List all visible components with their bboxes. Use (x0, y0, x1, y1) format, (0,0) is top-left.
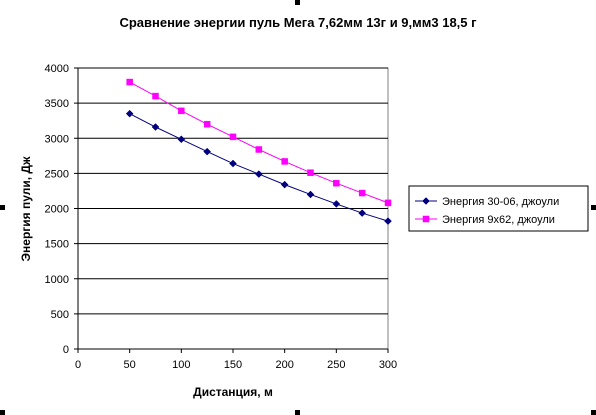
data-point-2 (307, 169, 314, 176)
x-tick-label: 50 (124, 359, 136, 371)
data-point-2 (229, 133, 237, 141)
data-point-2 (333, 179, 340, 187)
data-point-1 (229, 159, 237, 168)
selection-handle-right[interactable] (591, 205, 596, 210)
data-point-2 (255, 146, 263, 153)
y-tick-label: 500 (51, 309, 69, 321)
legend-box (408, 185, 589, 232)
data-point-2 (358, 189, 366, 197)
y-tick-labels: 0 500 1000 1500 2000 2500 3000 3500 4000 (45, 63, 69, 356)
y-tick-label: 1500 (45, 239, 69, 251)
data-point-1 (280, 180, 289, 189)
selection-handle-left[interactable] (0, 205, 5, 210)
y-tick-label: 2500 (45, 168, 69, 180)
data-point-1 (177, 135, 186, 144)
series-1 (125, 109, 392, 225)
x-tick-label: 100 (172, 359, 190, 371)
selection-handle-bottom[interactable] (295, 410, 300, 415)
x-tick-label: 150 (224, 359, 242, 371)
data-point-2 (178, 107, 185, 115)
legend-label-1: Энергия 30-06, джоули (442, 196, 559, 208)
y-axis-label: Энергия пули, Дж (19, 156, 33, 261)
series-2 (126, 78, 392, 207)
x-tick-labels: 0 50 100 150 200 250 300 (75, 359, 397, 371)
data-point-1 (254, 170, 263, 178)
series-layer (125, 78, 392, 225)
axes (74, 67, 389, 353)
data-point-1 (332, 200, 341, 208)
y-tick-label: 0 (63, 344, 69, 356)
y-tick-label: 1000 (45, 274, 69, 286)
data-point-2 (203, 120, 211, 128)
y-tick-label: 4000 (45, 63, 69, 75)
data-point-2 (281, 158, 288, 165)
y-tick-label: 3500 (45, 98, 69, 110)
y-tick-label: 2000 (45, 204, 69, 216)
x-tick-label: 0 (75, 359, 81, 371)
x-tick-label: 250 (327, 359, 345, 371)
data-point-1 (384, 217, 392, 225)
legend: Энергия 30-06, джоули Энергия 9х62, джоул… (408, 185, 589, 232)
x-axis-label: Дистанция, м (193, 385, 273, 399)
data-point-1 (151, 123, 160, 131)
data-point-2 (384, 199, 392, 207)
data-point-1 (358, 209, 367, 217)
selection-handle-bottom-right[interactable] (591, 410, 596, 415)
x-tick-label: 300 (379, 359, 397, 371)
data-point-2 (152, 92, 159, 100)
x-tick-label: 200 (275, 359, 293, 371)
legend-marker-1 (422, 197, 430, 205)
data-point-2 (126, 78, 133, 86)
y-tick-label: 3000 (45, 133, 69, 145)
data-point-1 (306, 190, 315, 199)
legend-label-2: Энергия 9х62, джоули (442, 214, 555, 226)
legend-marker-2 (422, 215, 430, 223)
data-point-1 (203, 147, 212, 156)
selection-handle-top[interactable] (295, 0, 300, 5)
data-point-1 (125, 109, 134, 118)
chart-title: Сравнение энергии пуль Мега 7,62мм 13г и… (119, 15, 477, 30)
selection-handle-bottom-left[interactable] (0, 410, 5, 415)
